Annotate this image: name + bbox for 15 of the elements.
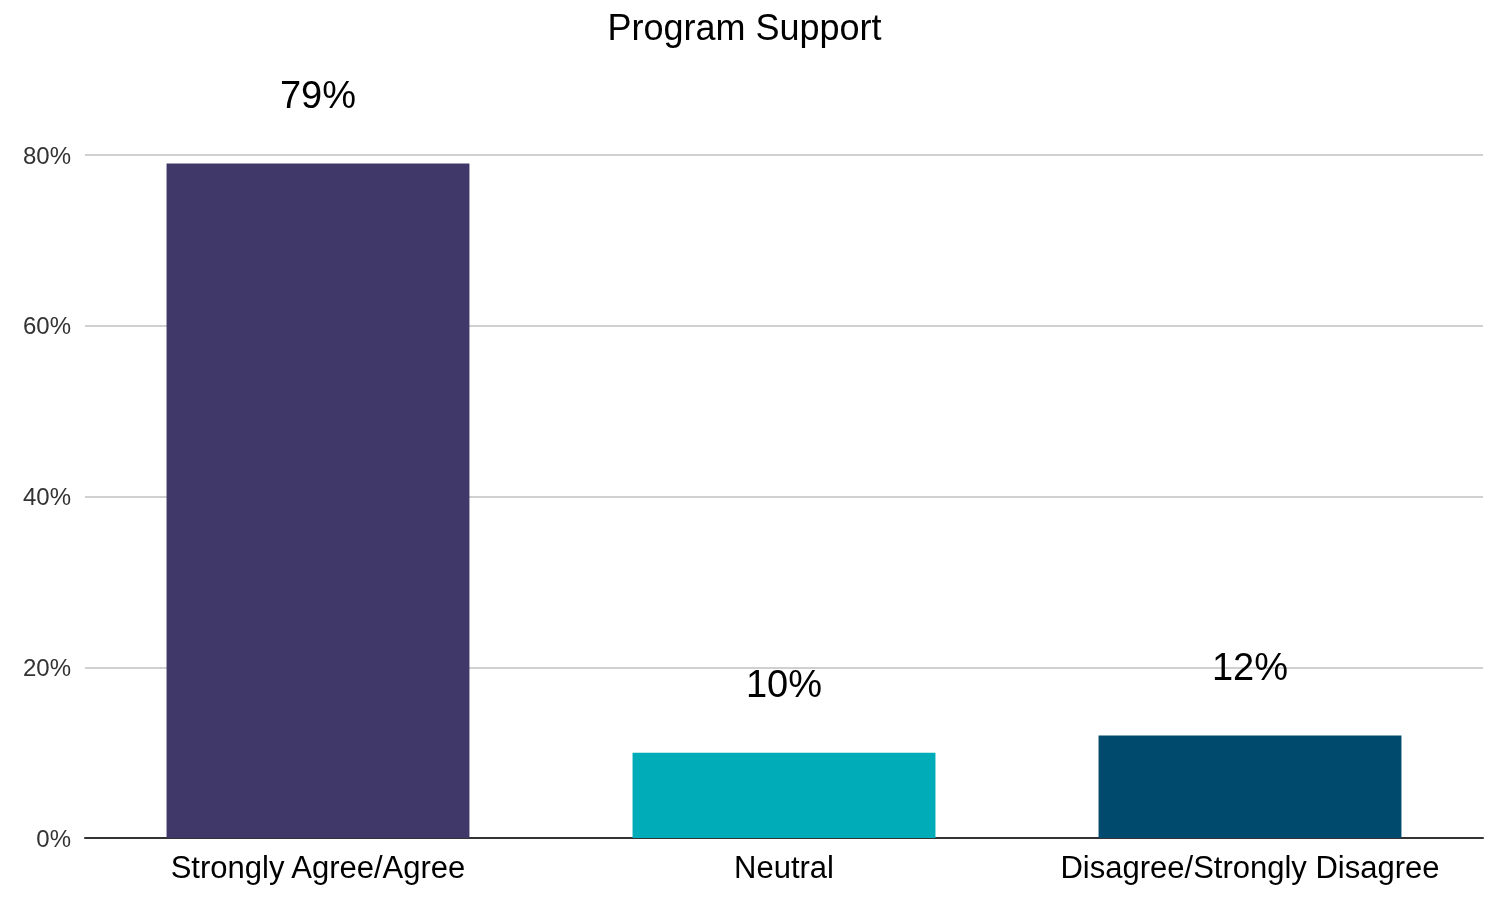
y-tick-label: 40% <box>22 483 71 510</box>
x-tick-label: Neutral <box>734 850 834 885</box>
y-tick-label: 0% <box>36 824 71 852</box>
bar <box>632 752 936 838</box>
x-tick-label: Disagree/Strongly Disagree <box>1060 850 1440 885</box>
bar <box>1098 735 1402 838</box>
data-label: 10% <box>745 662 823 705</box>
data-label: 79% <box>279 73 357 116</box>
x-tick-label: Strongly Agree/Agree <box>170 850 466 885</box>
y-tick-label: 20% <box>22 653 71 681</box>
y-tick-label: 80% <box>22 141 71 169</box>
y-tick-label: 60% <box>22 312 71 340</box>
bar <box>166 163 470 838</box>
chart-title: Program Support <box>607 6 882 48</box>
data-label: 12% <box>1211 645 1289 688</box>
